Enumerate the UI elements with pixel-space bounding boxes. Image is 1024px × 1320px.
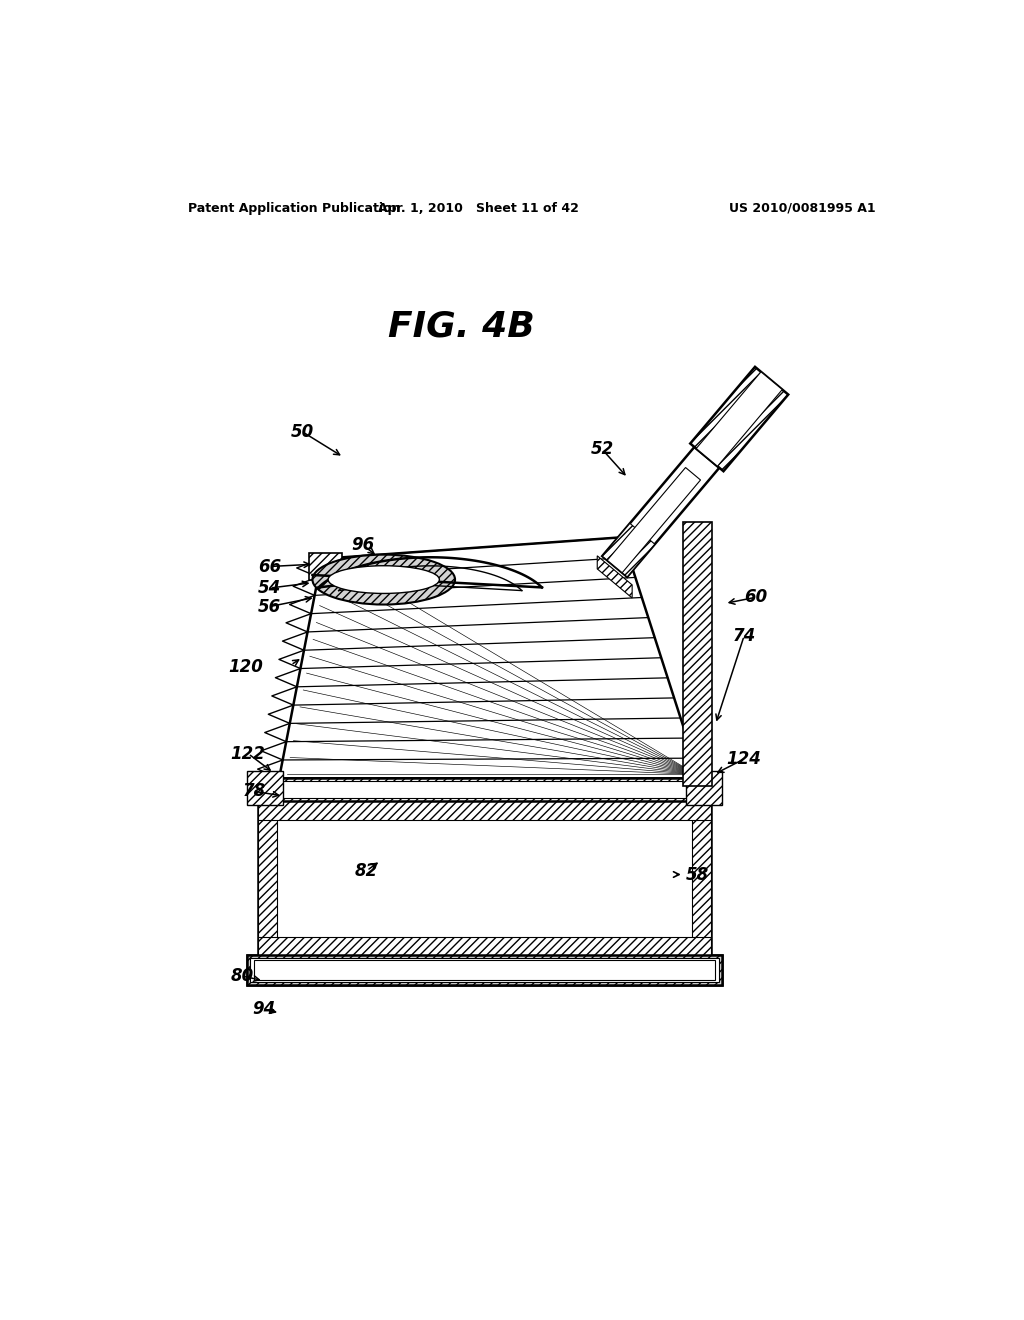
Polygon shape <box>248 771 283 805</box>
Polygon shape <box>309 553 342 581</box>
Text: Apr. 1, 2010   Sheet 11 of 42: Apr. 1, 2010 Sheet 11 of 42 <box>378 202 579 215</box>
Ellipse shape <box>312 554 455 605</box>
Text: 74: 74 <box>732 627 756 644</box>
Text: 50: 50 <box>291 422 314 441</box>
Polygon shape <box>602 447 719 577</box>
Polygon shape <box>248 956 722 985</box>
Polygon shape <box>258 801 276 956</box>
Text: 122: 122 <box>230 744 265 763</box>
Text: 52: 52 <box>591 441 614 458</box>
Polygon shape <box>258 801 711 956</box>
Text: 124: 124 <box>727 750 762 768</box>
Polygon shape <box>607 467 700 573</box>
Text: 54: 54 <box>258 579 282 597</box>
Polygon shape <box>254 960 716 979</box>
Text: 58: 58 <box>686 866 710 883</box>
Text: 82: 82 <box>355 862 378 879</box>
Polygon shape <box>602 523 654 577</box>
Text: 56: 56 <box>258 598 282 615</box>
Text: Patent Application Publication: Patent Application Publication <box>188 202 400 215</box>
Polygon shape <box>696 372 782 466</box>
Text: 60: 60 <box>744 589 767 606</box>
Polygon shape <box>251 958 719 982</box>
Polygon shape <box>686 771 722 805</box>
Polygon shape <box>683 521 713 785</box>
Polygon shape <box>258 801 711 820</box>
Text: 120: 120 <box>228 657 263 676</box>
Ellipse shape <box>328 566 439 594</box>
Polygon shape <box>276 781 692 799</box>
Text: FIG. 4B: FIG. 4B <box>388 309 535 343</box>
Polygon shape <box>248 956 722 985</box>
Polygon shape <box>597 556 632 598</box>
Text: 78: 78 <box>243 783 266 800</box>
Text: 96: 96 <box>351 536 375 554</box>
Text: US 2010/0081995 A1: US 2010/0081995 A1 <box>729 202 876 215</box>
Polygon shape <box>280 537 700 779</box>
Polygon shape <box>692 801 711 956</box>
Text: 80: 80 <box>231 968 254 985</box>
Text: 66: 66 <box>258 557 282 576</box>
Polygon shape <box>258 937 711 956</box>
Polygon shape <box>258 779 711 801</box>
Text: 94: 94 <box>253 1001 276 1018</box>
Polygon shape <box>690 367 788 471</box>
